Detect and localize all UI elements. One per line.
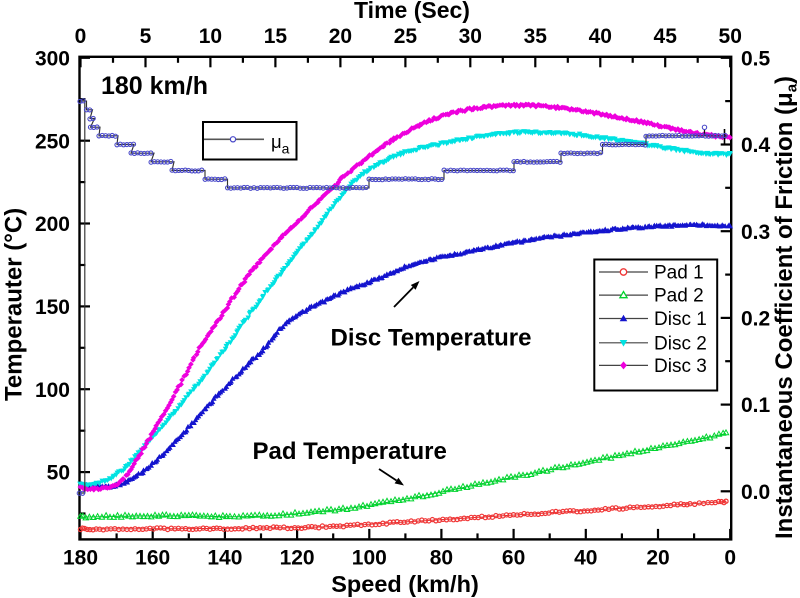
svg-text:Speed (km/h): Speed (km/h) (331, 571, 479, 597)
svg-text:5: 5 (140, 25, 152, 48)
svg-text:180 km/h: 180 km/h (101, 72, 208, 100)
svg-text:Time (Sec): Time (Sec) (354, 0, 470, 23)
svg-text:45: 45 (654, 25, 678, 48)
svg-text:Temperauter (°C): Temperauter (°C) (1, 208, 28, 401)
svg-text:40: 40 (589, 25, 612, 48)
svg-text:160: 160 (135, 547, 170, 570)
svg-text:50: 50 (719, 25, 742, 48)
svg-text:20: 20 (646, 547, 669, 570)
svg-text:0.2: 0.2 (741, 308, 770, 331)
svg-text:200: 200 (35, 213, 70, 236)
svg-text:10: 10 (199, 25, 222, 48)
svg-text:Disc Temperature: Disc Temperature (331, 325, 532, 352)
svg-text:100: 100 (35, 379, 70, 402)
svg-text:50: 50 (47, 462, 70, 485)
svg-text:Pad 1: Pad 1 (654, 263, 704, 284)
svg-text:0.3: 0.3 (741, 221, 770, 244)
svg-text:0: 0 (724, 547, 736, 570)
svg-text:180: 180 (63, 547, 98, 570)
svg-text:150: 150 (35, 296, 70, 319)
svg-text:250: 250 (35, 130, 70, 153)
svg-text:20: 20 (329, 25, 352, 48)
svg-text:Pad Temperature: Pad Temperature (253, 438, 447, 465)
svg-text:Instantaneous Coefficient of F: Instantaneous Coefficient of Friction (μ… (771, 76, 800, 539)
svg-text:30: 30 (459, 25, 482, 48)
svg-text:0.4: 0.4 (741, 134, 771, 157)
svg-text:Disc 1: Disc 1 (654, 309, 707, 330)
svg-text:0: 0 (75, 25, 87, 48)
svg-text:140: 140 (207, 547, 242, 570)
svg-text:35: 35 (524, 25, 548, 48)
svg-text:80: 80 (430, 547, 453, 570)
svg-text:100: 100 (352, 547, 387, 570)
svg-text:0.0: 0.0 (741, 481, 770, 504)
svg-text:300: 300 (35, 47, 70, 70)
svg-text:Disc 2: Disc 2 (654, 333, 707, 354)
svg-text:Disc 3: Disc 3 (654, 356, 707, 377)
svg-text:25: 25 (394, 25, 418, 48)
svg-text:0.1: 0.1 (741, 394, 771, 417)
svg-text:120: 120 (280, 547, 315, 570)
svg-text:60: 60 (502, 547, 525, 570)
svg-text:15: 15 (264, 25, 288, 48)
svg-text:0.5: 0.5 (741, 47, 771, 70)
svg-text:Pad 2: Pad 2 (654, 286, 704, 307)
svg-text:40: 40 (574, 547, 597, 570)
